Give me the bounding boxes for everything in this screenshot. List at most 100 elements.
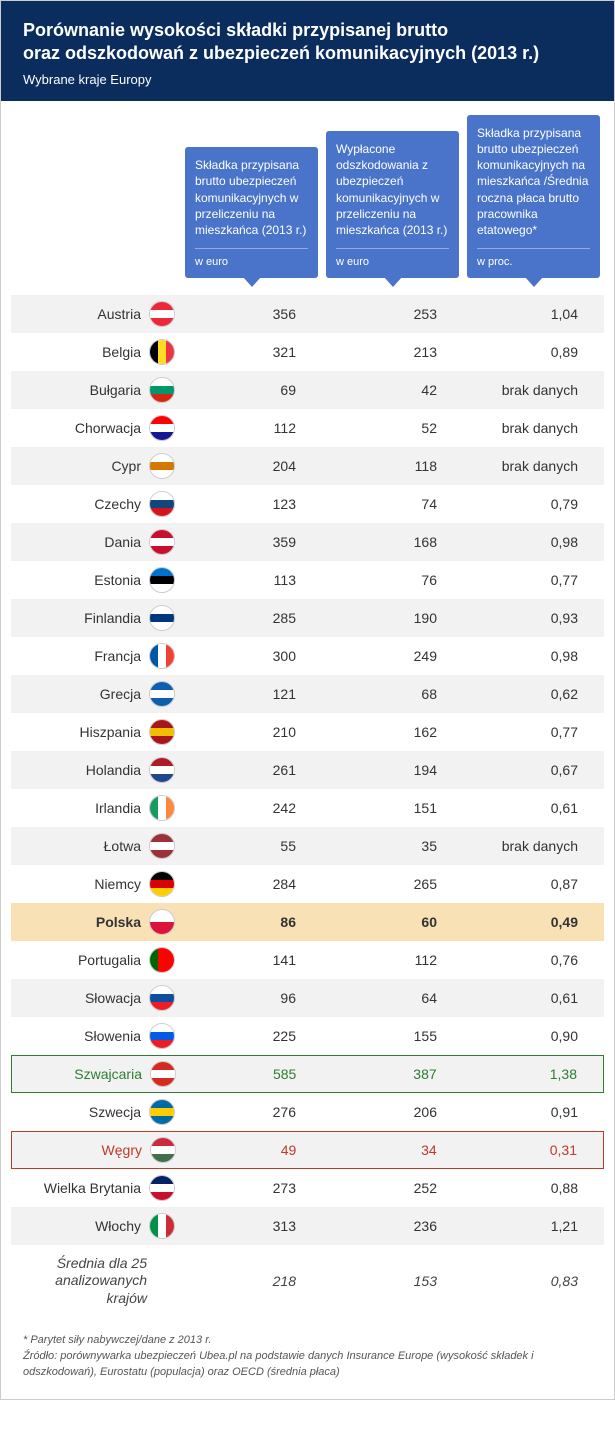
- country-name: Słowenia: [84, 1028, 149, 1044]
- country-name: Niemcy: [94, 876, 149, 892]
- value-cell: 0,91: [463, 1104, 604, 1120]
- table-row: Belgia3212130,89: [11, 333, 604, 371]
- flag-icon: [149, 795, 175, 821]
- flag-icon: [149, 643, 175, 669]
- average-value: 153: [322, 1273, 463, 1289]
- country-name: Holandia: [86, 762, 149, 778]
- value-cell: 225: [181, 1028, 322, 1044]
- value-cell: 0,98: [463, 534, 604, 550]
- flag-icon: [149, 1023, 175, 1049]
- table-row: Irlandia2421510,61: [11, 789, 604, 827]
- value-cell: 285: [181, 610, 322, 626]
- average-value: 0,83: [463, 1273, 604, 1289]
- country-name: Czechy: [94, 496, 149, 512]
- country-cell: Bułgaria: [11, 377, 181, 403]
- value-cell: 0,76: [463, 952, 604, 968]
- table-row: Słowenia2251550,90: [11, 1017, 604, 1055]
- country-name: Węgry: [102, 1142, 150, 1158]
- value-cell: 253: [322, 306, 463, 322]
- country-name: Chorwacja: [75, 420, 149, 436]
- flag-icon: [149, 453, 175, 479]
- average-row: Średnia dla 25 analizowanych krajów21815…: [11, 1245, 604, 1318]
- flag-icon: [149, 415, 175, 441]
- table-row: Grecja121680,62: [11, 675, 604, 713]
- table-row: Słowacja96640,61: [11, 979, 604, 1017]
- country-cell: Austria: [11, 301, 181, 327]
- title: Porównanie wysokości składki przypisanej…: [23, 19, 592, 66]
- col2-text: Wypłacone odszkodowania z ubezpieczeń ko…: [336, 141, 449, 238]
- value-cell: 0,77: [463, 572, 604, 588]
- country-name: Portugalia: [78, 952, 149, 968]
- value-cell: 121: [181, 686, 322, 702]
- country-cell: Szwajcaria: [12, 1061, 182, 1087]
- value-cell: 168: [322, 534, 463, 550]
- value-cell: 55: [181, 838, 322, 854]
- value-cell: 204: [181, 458, 322, 474]
- table-row: Holandia2611940,67: [11, 751, 604, 789]
- flag-icon: [149, 1213, 175, 1239]
- value-cell: 585: [182, 1066, 322, 1082]
- flag-icon: [150, 1061, 176, 1087]
- value-cell: 0,49: [463, 914, 604, 930]
- table-row: Francja3002490,98: [11, 637, 604, 675]
- footnote: * Parytet siły nabywczej/dane z 2013 r.: [23, 1333, 592, 1349]
- value-cell: 0,61: [463, 990, 604, 1006]
- average-value: 218: [181, 1273, 322, 1289]
- value-cell: 284: [181, 876, 322, 892]
- header: Porównanie wysokości składki przypisanej…: [1, 1, 614, 101]
- table-row: Niemcy 2842650,87: [11, 865, 604, 903]
- value-cell: 68: [322, 686, 463, 702]
- value-cell: brak danych: [463, 420, 604, 436]
- arrow-icon: [525, 277, 543, 287]
- value-cell: 151: [322, 800, 463, 816]
- value-cell: 64: [322, 990, 463, 1006]
- table-row: Wielka Brytania2732520,88: [11, 1169, 604, 1207]
- flag-icon: [149, 529, 175, 555]
- country-name: Estonia: [94, 572, 149, 588]
- title-line1: Porównanie wysokości składki przypisanej…: [23, 20, 448, 40]
- country-name: Belgia: [102, 344, 149, 360]
- value-cell: 265: [322, 876, 463, 892]
- table-row: Cypr204118brak danych: [11, 447, 604, 485]
- table-row: Czechy123740,79: [11, 485, 604, 523]
- country-name: Szwajcaria: [74, 1066, 150, 1082]
- col3-unit: w proc.: [477, 248, 590, 270]
- flag-icon: [149, 719, 175, 745]
- value-cell: 321: [181, 344, 322, 360]
- country-cell: Szwecja: [11, 1099, 181, 1125]
- table-row: Włochy3132361,21: [11, 1207, 604, 1245]
- arrow-icon: [384, 277, 402, 287]
- value-cell: 0,62: [463, 686, 604, 702]
- table-row: Chorwacja11252brak danych: [11, 409, 604, 447]
- value-cell: 0,61: [463, 800, 604, 816]
- value-cell: brak danych: [463, 382, 604, 398]
- country-cell: Chorwacja: [11, 415, 181, 441]
- value-cell: 0,89: [463, 344, 604, 360]
- col1-text: Składka przypisana brutto ubezpieczeń ko…: [195, 157, 308, 238]
- value-cell: 1,38: [463, 1066, 603, 1082]
- value-cell: 60: [322, 914, 463, 930]
- column-header-3: Składka przypisana brutto ubezpieczeń ko…: [467, 115, 600, 287]
- value-cell: 194: [322, 762, 463, 778]
- value-cell: 190: [322, 610, 463, 626]
- arrow-icon: [243, 277, 261, 287]
- flag-icon: [149, 491, 175, 517]
- value-cell: 42: [322, 382, 463, 398]
- country-cell: Węgry: [12, 1137, 182, 1163]
- country-name: Bułgaria: [90, 382, 149, 398]
- country-cell: Słowenia: [11, 1023, 181, 1049]
- col3-text: Składka przypisana brutto ubezpieczeń ko…: [477, 125, 590, 238]
- value-cell: 0,79: [463, 496, 604, 512]
- column-headers: Składka przypisana brutto ubezpieczeń ko…: [1, 101, 614, 287]
- value-cell: 118: [322, 458, 463, 474]
- country-cell: Słowacja: [11, 985, 181, 1011]
- country-name: Polska: [96, 914, 149, 930]
- footer: * Parytet siły nabywczej/dane z 2013 r. …: [1, 1323, 614, 1399]
- value-cell: 96: [181, 990, 322, 1006]
- col1-unit: w euro: [195, 248, 308, 270]
- country-cell: Belgia: [11, 339, 181, 365]
- flag-icon: [149, 871, 175, 897]
- value-cell: 0,87: [463, 876, 604, 892]
- country-cell: Włochy: [11, 1213, 181, 1239]
- country-cell: Cypr: [11, 453, 181, 479]
